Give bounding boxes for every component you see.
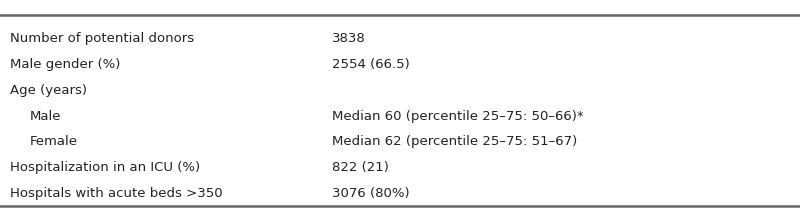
- Text: Female: Female: [30, 135, 78, 148]
- Text: 3838: 3838: [332, 32, 366, 45]
- Text: Hospitalization in an ICU (%): Hospitalization in an ICU (%): [10, 161, 200, 174]
- Text: Age (years): Age (years): [10, 84, 86, 97]
- Text: Median 60 (percentile 25–75: 50–66)*: Median 60 (percentile 25–75: 50–66)*: [332, 110, 584, 123]
- Text: Hospitals with acute beds >350: Hospitals with acute beds >350: [10, 187, 222, 200]
- Text: Median 62 (percentile 25–75: 51–67): Median 62 (percentile 25–75: 51–67): [332, 135, 578, 148]
- Text: Male: Male: [30, 110, 61, 123]
- Text: Male gender (%): Male gender (%): [10, 58, 120, 71]
- Text: Number of potential donors: Number of potential donors: [10, 32, 194, 45]
- Text: 2554 (66.5): 2554 (66.5): [332, 58, 410, 71]
- Text: 822 (21): 822 (21): [332, 161, 389, 174]
- Text: 3076 (80%): 3076 (80%): [332, 187, 410, 200]
